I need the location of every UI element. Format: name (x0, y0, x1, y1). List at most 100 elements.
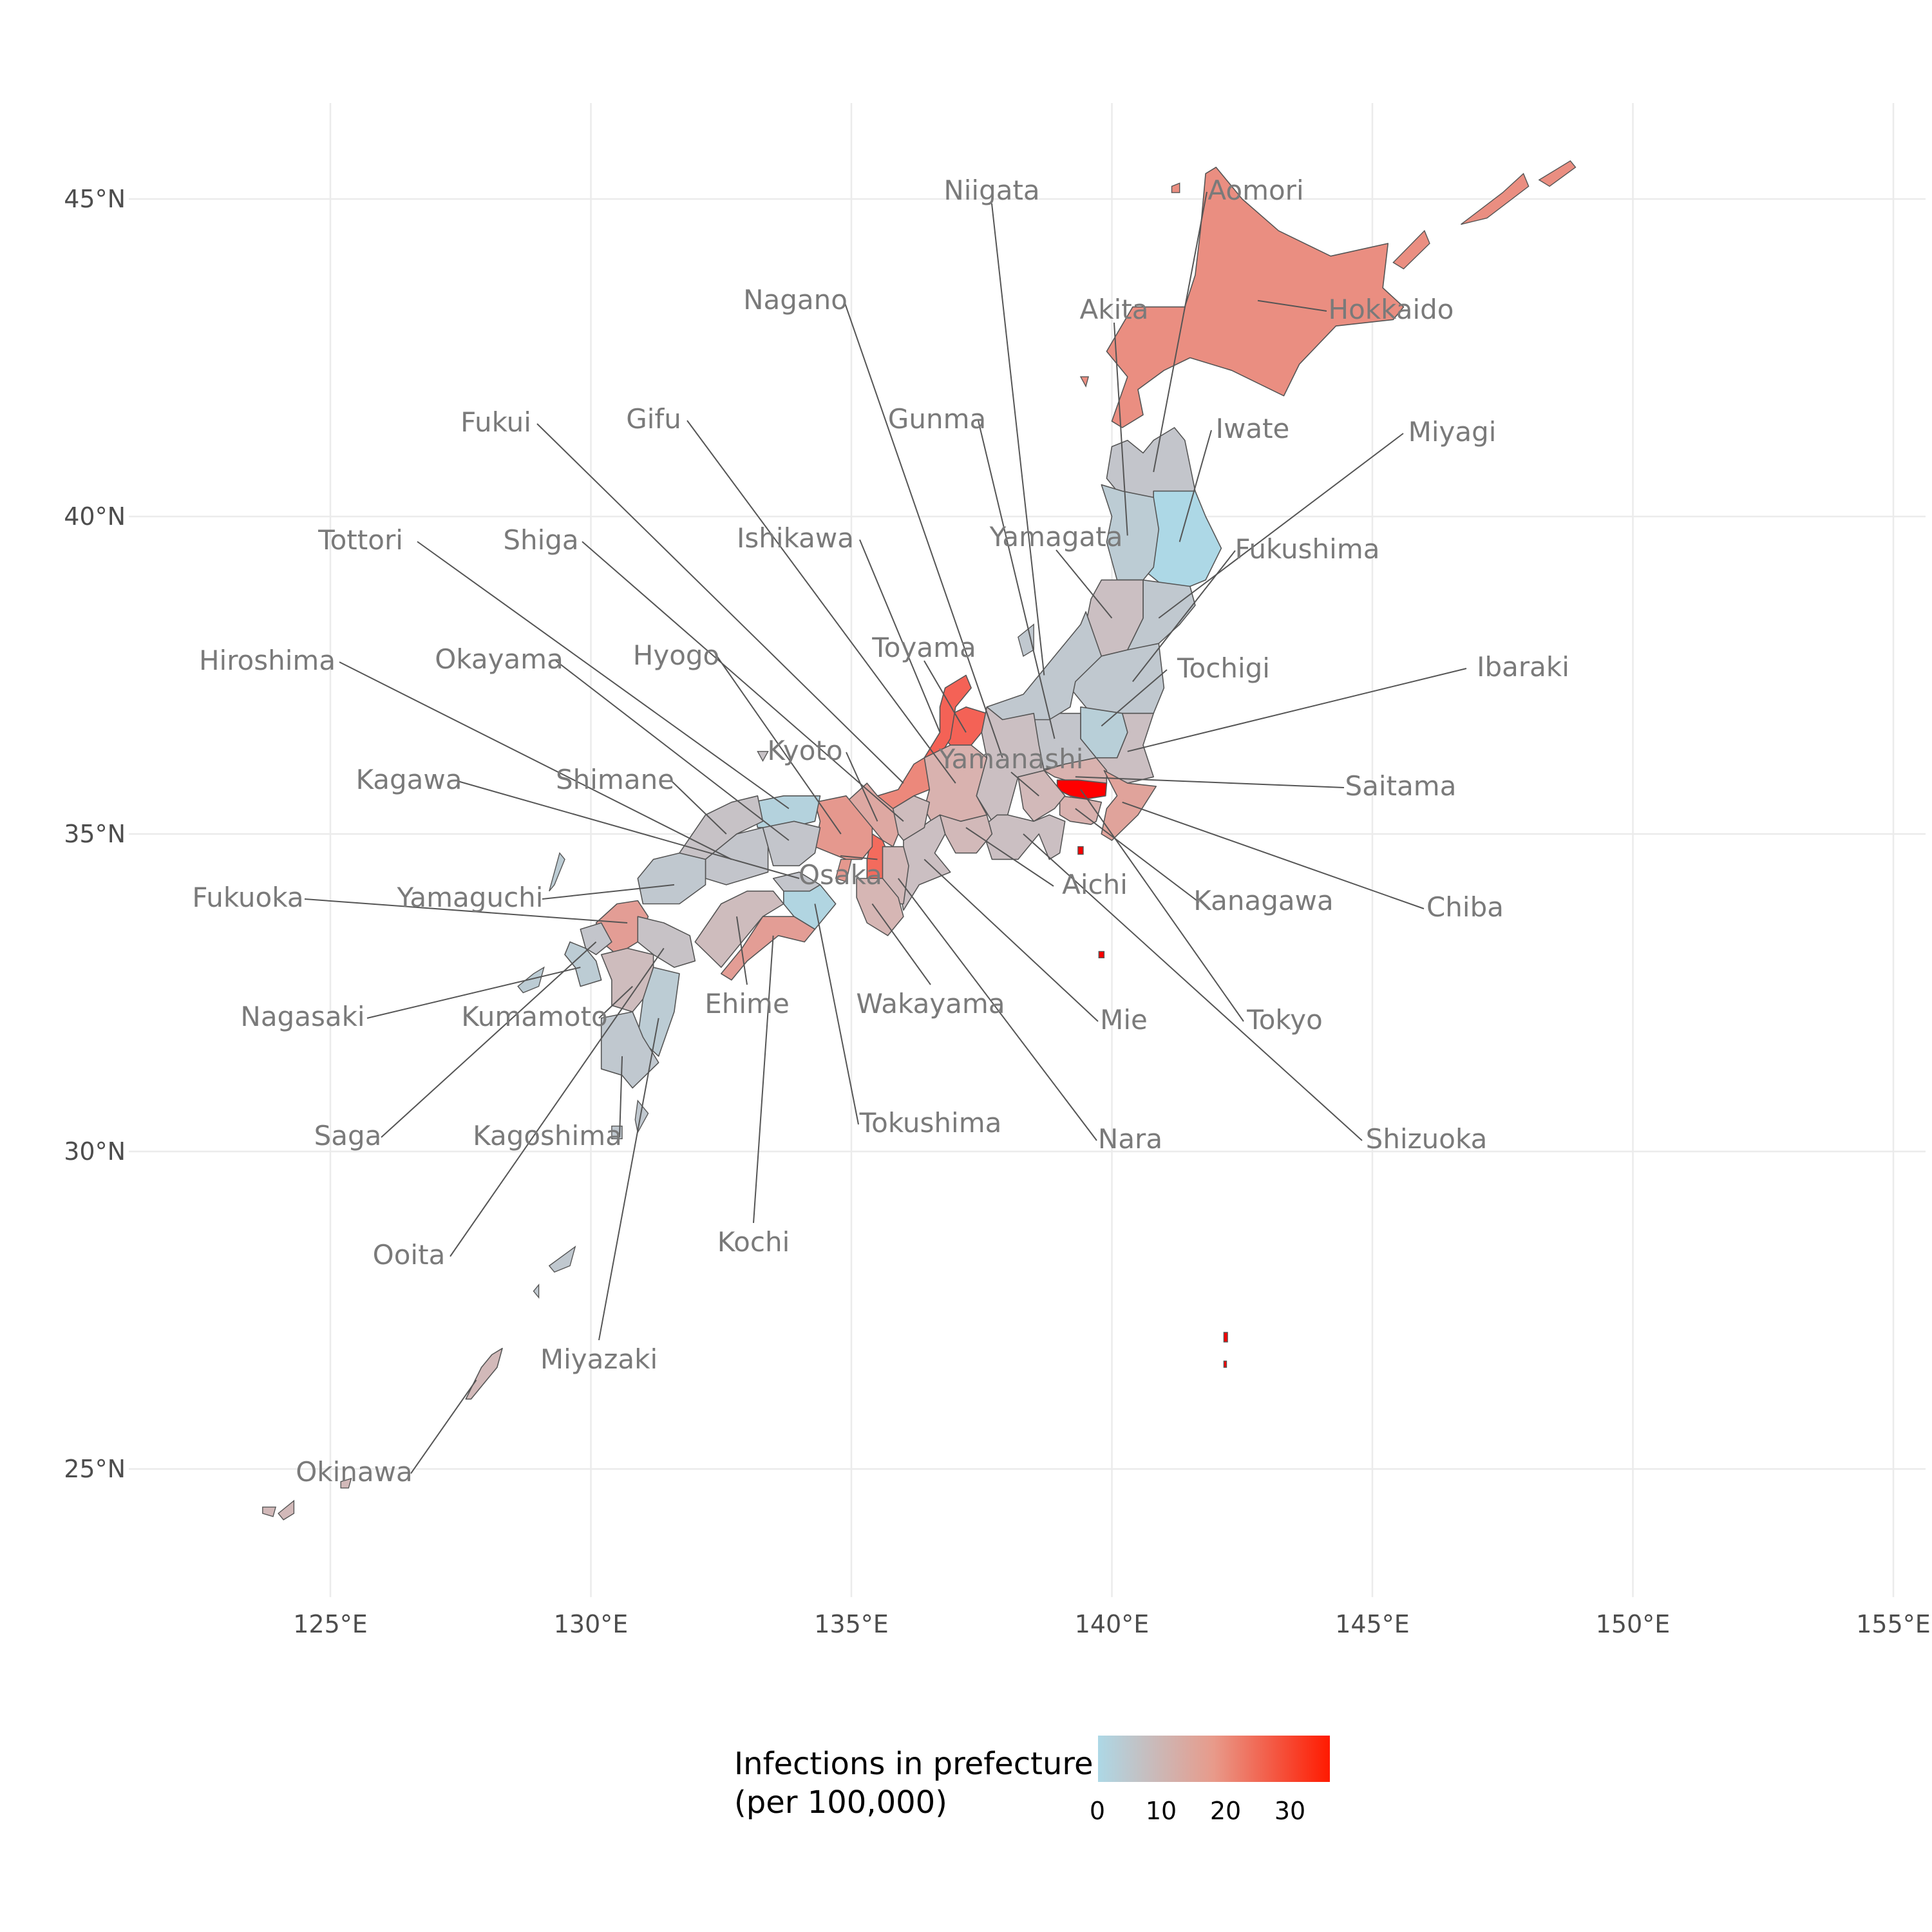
prefecture-yamaguchi (637, 852, 706, 905)
island-miyako (340, 1477, 352, 1489)
label-miyagi: Miyagi (1408, 416, 1497, 448)
label-wakayama: Wakayama (856, 988, 1005, 1019)
prefecture-akita (1101, 484, 1160, 581)
legend-tick-30: 30 (1274, 1797, 1305, 1825)
prefecture-nagano (976, 706, 1045, 822)
island-iriomote (262, 1506, 277, 1517)
island-okushiri (1079, 376, 1090, 388)
label-osaka: Osaka (799, 859, 882, 891)
island-ishigaki (278, 1499, 295, 1520)
leader-line-mie (923, 858, 1099, 1022)
leader-line-tottori (417, 541, 790, 810)
leader-line-akita (1113, 322, 1128, 536)
leader-line-fukushima (1132, 550, 1236, 682)
axis-tick-labels: 125°E 130°E 135°E 140°E 145°E 150°E 155°E 45°N 4… (64, 185, 1931, 1638)
label-hokkaido: Hokkaido (1329, 294, 1454, 325)
prefecture-miyazaki (637, 967, 680, 1057)
label-iwate: Iwate (1216, 413, 1290, 444)
leader-line-nagasaki (366, 967, 581, 1019)
label-ibaraki: Ibaraki (1477, 651, 1569, 683)
island-ogasawara (1223, 1332, 1228, 1343)
x-tick-label: 125°E (293, 1610, 368, 1638)
leader-line-saga (381, 941, 597, 1138)
leader-line-yamanashi (1010, 772, 1039, 797)
leader-line-osaka (840, 855, 878, 860)
label-yamaguchi: Yamaguchi (397, 882, 544, 913)
label-kyoto: Kyoto (767, 735, 842, 766)
leader-line-miyazaki (598, 1018, 659, 1341)
label-gunma: Gunma (888, 403, 986, 435)
prefecture-ehime (694, 890, 784, 968)
label-nagasaki: Nagasaki (240, 1001, 365, 1032)
leader-line-ishikawa (859, 539, 941, 733)
prefecture-yamanashi (1018, 770, 1066, 822)
label-gifu: Gifu (626, 403, 681, 435)
prefecture-kochi (721, 916, 816, 981)
leader-line-fukui (536, 423, 904, 784)
label-hyogo: Hyogo (633, 639, 720, 671)
label-kagawa: Kagawa (355, 764, 462, 795)
leader-line-kochi (753, 935, 774, 1224)
island-izu-oshima (1077, 846, 1084, 855)
label-fukuoka: Fukuoka (192, 882, 303, 913)
island-rishiri (1171, 182, 1180, 193)
leader-line-gunma (978, 420, 1056, 739)
label-leader-lines (304, 191, 1467, 1474)
prefecture-aomori (1106, 427, 1196, 498)
island-awaji (835, 858, 852, 882)
label-shizuoka: Shizuoka (1366, 1123, 1488, 1155)
x-tick-label: 155°E (1856, 1610, 1931, 1638)
leader-line-tokushima (814, 904, 859, 1125)
leader-line-toyama (923, 660, 967, 733)
label-kochi: Kochi (717, 1226, 790, 1258)
leader-line-miyagi (1158, 433, 1404, 619)
label-niigata: Niigata (943, 175, 1039, 206)
leader-line-wakayama (871, 903, 931, 985)
leader-line-aomori (1153, 191, 1208, 473)
x-tick-label: 140°E (1075, 1610, 1150, 1638)
label-okayama: Okayama (435, 643, 564, 675)
legend-color-bar (1098, 1736, 1330, 1782)
label-fukushima: Fukushima (1235, 533, 1380, 565)
y-tick-label: 40°N (64, 502, 126, 531)
label-saitama: Saitama (1345, 770, 1457, 802)
prefecture-kagoshima (600, 1011, 659, 1089)
prefecture-okayama (762, 820, 821, 867)
prefecture-aichi (939, 814, 993, 854)
leader-line-chiba (1122, 801, 1425, 909)
leader-line-aichi (965, 827, 1054, 887)
legend-tick-10: 10 (1146, 1797, 1177, 1825)
label-miyazaki: Miyazaki (540, 1343, 658, 1375)
label-saga: Saga (314, 1120, 382, 1151)
label-nara: Nara (1098, 1123, 1162, 1155)
leader-line-shizuoka (1023, 833, 1363, 1141)
y-tick-label: 35°N (64, 820, 126, 848)
leader-line-kagoshima (619, 1056, 623, 1138)
prefecture-kagawa (772, 871, 821, 892)
island-hachijo (1098, 951, 1105, 959)
prefecture-ooita (637, 916, 696, 968)
prefecture-labels: Hokkaido Aomori Iwate Miyagi Akita Yamagata Fu… (192, 175, 1569, 1488)
leader-line-ibaraki (1127, 668, 1467, 752)
leader-line-shiga (582, 541, 904, 822)
leader-line-tokyo (1080, 789, 1244, 1022)
leader-line-okayama (555, 660, 790, 841)
label-yamagata: Yamagata (989, 521, 1123, 553)
label-shiga: Shiga (503, 524, 578, 556)
label-fukui: Fukui (460, 406, 531, 438)
island-goto (517, 966, 545, 994)
label-tokushima: Tokushima (859, 1107, 1002, 1139)
prefecture-chiba (1101, 770, 1157, 841)
island-amami (548, 1245, 576, 1273)
label-okinawa: Okinawa (296, 1456, 413, 1488)
prefecture-wakayama (856, 878, 904, 936)
leader-line-nara (898, 878, 1097, 1141)
prefecture-tottori (752, 795, 821, 828)
leader-line-hyogo (717, 656, 842, 835)
leader-line-yamaguchi (542, 884, 675, 900)
prefecture-shizuoka (981, 814, 1066, 860)
legend-tick-20: 20 (1210, 1797, 1241, 1825)
label-aichi: Aichi (1062, 869, 1128, 900)
label-ooita: Ooita (373, 1239, 446, 1271)
legend-title-line2: (per 100,000) (734, 1785, 947, 1821)
